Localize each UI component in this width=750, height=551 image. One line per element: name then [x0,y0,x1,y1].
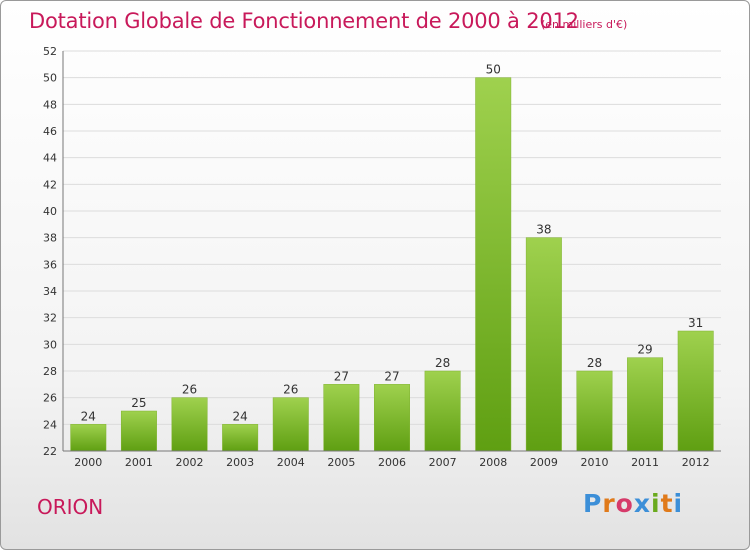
bar-2010 [576,370,613,452]
y-tick-label-44: 44 [43,152,57,165]
axis-layer: 22 24 26 28 30 32 34 36 38 40 42 44 46 48 50 52 2000 2001… [43,45,721,469]
y-tick-label-24: 24 [43,418,57,431]
bar-2007 [424,370,461,452]
x-tick-label-2004: 2004 [277,456,305,469]
y-tick-label-26: 26 [43,392,57,405]
y-tick-label-48: 48 [43,98,57,111]
bar-2009 [525,237,562,452]
y-tick-label-30: 30 [43,338,57,351]
x-tick-label-2008: 2008 [479,456,507,469]
logo-letter: r [602,489,616,518]
data-label-2004: 26 [283,383,298,397]
y-tick-label-40: 40 [43,205,57,218]
data-label-2005: 27 [334,369,349,383]
logo-letter: P [583,489,603,518]
logo-letter: i [651,489,661,518]
data-label-2012: 31 [688,316,703,330]
x-tick-label-2007: 2007 [429,456,457,469]
commune-name: ORION [37,495,104,519]
logo-letter: x [633,489,651,518]
y-tick-label-42: 42 [43,178,57,191]
logo-letter: i [673,489,684,518]
x-tick-label-2001: 2001 [125,456,153,469]
data-label-2009: 38 [536,223,551,237]
data-label-2006: 27 [384,369,399,383]
bar-2005 [323,384,360,452]
x-tick-label-2002: 2002 [176,456,204,469]
bar-2006 [374,384,410,452]
y-tick-label-32: 32 [43,312,57,325]
bar-2002 [171,397,208,452]
x-tick-label-2000: 2000 [74,456,102,469]
y-tick-label-36: 36 [43,258,57,271]
y-tick-label-38: 38 [43,232,57,245]
y-tick-label-28: 28 [43,365,57,378]
data-label-2011: 29 [637,343,652,357]
proxiti-logo: Proxiti [583,489,683,518]
bar-2001 [120,410,157,452]
data-label-2010: 28 [587,356,602,370]
y-tick-label-52: 52 [43,45,57,58]
x-tick-label-2011: 2011 [631,456,659,469]
chart-title: Dotation Globale de Fonctionnement de 20… [29,9,579,33]
x-tick-label-2010: 2010 [580,456,608,469]
data-label-2007: 28 [435,356,450,370]
bar-2012 [677,330,714,452]
data-label-2001: 25 [131,396,146,410]
y-tick-label-22: 22 [43,445,57,458]
logo-letter: t [660,489,674,518]
x-tick-label-2005: 2005 [327,456,355,469]
x-tick-label-2003: 2003 [226,456,254,469]
x-tick-label-2006: 2006 [378,456,406,469]
x-tick-label-2012: 2012 [682,456,710,469]
y-tick-label-50: 50 [43,72,57,85]
bar-2011 [627,357,664,452]
data-label-2002: 26 [182,383,197,397]
data-label-2008: 50 [486,63,501,77]
y-tick-label-34: 34 [43,285,57,298]
bar-2008 [475,77,512,452]
data-label-2003: 24 [233,409,248,423]
bar-layer: 24 25 26 24 26 27 27 28 50 38 28 29 31 [70,63,714,452]
x-tick-label-2009: 2009 [530,456,558,469]
logo-letter: o [615,489,634,518]
bar-2003 [222,424,259,452]
data-label-2000: 24 [81,409,96,423]
y-tick-label-46: 46 [43,125,57,138]
bar-2000 [70,424,107,452]
chart-subtitle: (en milliers d'€) [541,18,628,31]
bar-2004 [272,397,309,452]
